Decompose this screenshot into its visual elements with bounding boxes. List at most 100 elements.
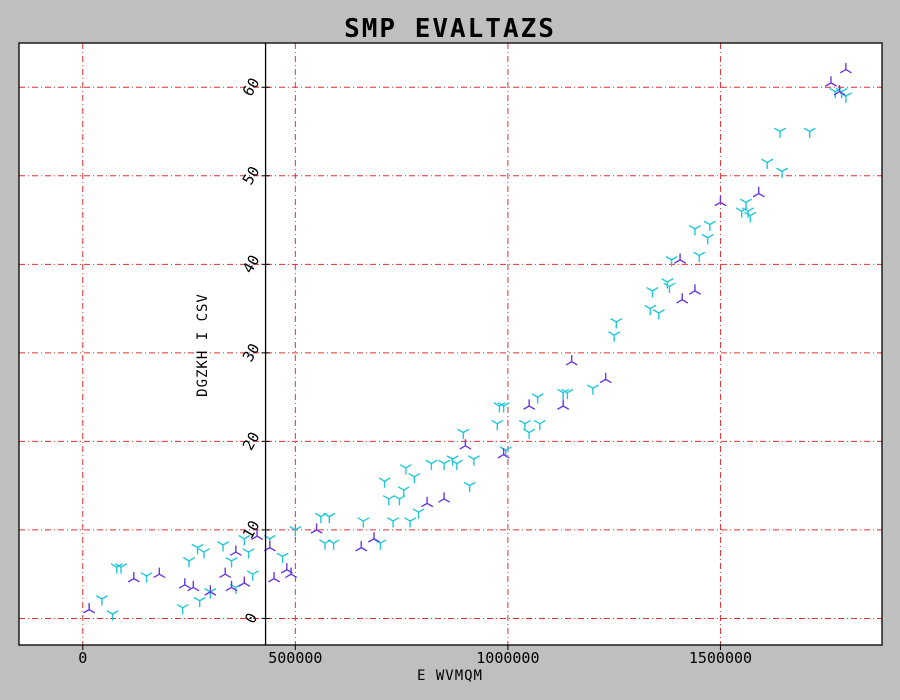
data-point — [701, 234, 714, 245]
x-axis-ticks: 0 500000 1000000 1500000 — [78, 645, 752, 667]
data-point — [740, 198, 752, 210]
data-point — [533, 419, 546, 431]
data-point — [752, 186, 765, 198]
data-point — [357, 517, 370, 528]
data-point — [140, 572, 153, 583]
data-point — [665, 256, 678, 267]
data-point — [387, 517, 400, 528]
chart-title: SMP EVALTAZS — [344, 14, 556, 44]
data-point — [497, 447, 510, 459]
data-point — [646, 287, 659, 298]
data-point — [268, 571, 280, 583]
data-point — [382, 495, 395, 506]
data-point — [399, 464, 412, 475]
data-point — [652, 309, 665, 320]
plot-area — [19, 43, 882, 645]
data-point — [178, 578, 191, 589]
data-point — [219, 567, 232, 578]
data-point — [153, 567, 166, 578]
data-point — [450, 459, 463, 471]
data-point — [446, 455, 459, 466]
data-point — [96, 595, 108, 606]
data-point — [193, 597, 206, 608]
data-point — [198, 548, 210, 559]
data-point — [803, 127, 816, 139]
x-tick-label: 1500000 — [689, 649, 752, 667]
data-point — [368, 532, 380, 543]
data-point — [776, 167, 788, 179]
data-point — [187, 580, 200, 592]
data-point — [355, 540, 368, 552]
x-tick-label: 1000000 — [476, 649, 539, 667]
data-point — [225, 557, 238, 568]
data-point — [404, 517, 417, 528]
data-point — [523, 399, 536, 410]
data-point — [676, 293, 689, 304]
data-point — [425, 459, 438, 471]
data-point — [599, 372, 612, 384]
data-point — [491, 419, 504, 431]
data-point — [242, 548, 255, 559]
data-point — [689, 225, 701, 236]
data-point — [412, 508, 425, 519]
data-point — [251, 529, 263, 540]
data-point — [644, 304, 657, 316]
data-point — [204, 585, 217, 596]
data-point — [438, 492, 451, 503]
data-point — [587, 384, 599, 395]
data-point — [833, 84, 846, 96]
data-point — [557, 399, 570, 410]
data-point — [106, 610, 119, 621]
data-point — [225, 580, 238, 592]
data-point — [246, 570, 259, 581]
data-point — [285, 567, 297, 578]
x-tick-label: 0 — [78, 649, 87, 667]
data-point — [115, 563, 127, 574]
data-point — [693, 251, 706, 263]
data-point — [497, 402, 510, 413]
data-point — [457, 428, 470, 440]
data-point — [467, 455, 480, 466]
data-point — [774, 127, 786, 139]
data-point — [561, 388, 574, 400]
grid-lines — [19, 43, 882, 645]
data-point — [276, 552, 289, 564]
data-point — [238, 576, 251, 587]
data-point — [310, 523, 323, 534]
data-point — [459, 439, 472, 450]
data-point — [289, 526, 302, 537]
data-point — [689, 284, 701, 295]
y-axis-label: DGZKH I CSV — [195, 293, 211, 397]
data-point — [378, 477, 391, 488]
data-point — [238, 535, 251, 546]
data-point — [608, 331, 621, 342]
data-point — [229, 545, 242, 556]
data-point — [421, 496, 434, 508]
data-point — [438, 459, 451, 471]
data-point — [703, 220, 716, 232]
data-point — [463, 481, 476, 493]
data-point — [176, 604, 189, 615]
data-points — [83, 62, 852, 621]
x-axis-label: E WVMQM — [417, 668, 483, 684]
data-point — [217, 541, 229, 552]
data-point — [565, 355, 578, 366]
data-point — [327, 539, 340, 550]
data-point — [204, 588, 217, 599]
data-point — [519, 419, 531, 431]
data-point — [183, 557, 195, 568]
data-point — [674, 253, 686, 264]
data-point — [83, 602, 96, 614]
data-point — [825, 76, 837, 87]
data-point — [839, 62, 852, 74]
data-point — [523, 428, 536, 440]
data-point — [531, 393, 544, 404]
x-tick-label: 500000 — [268, 649, 322, 667]
data-point — [127, 571, 140, 583]
data-point — [408, 473, 421, 484]
data-point — [610, 318, 623, 329]
data-point — [397, 486, 410, 497]
data-point — [323, 512, 336, 524]
